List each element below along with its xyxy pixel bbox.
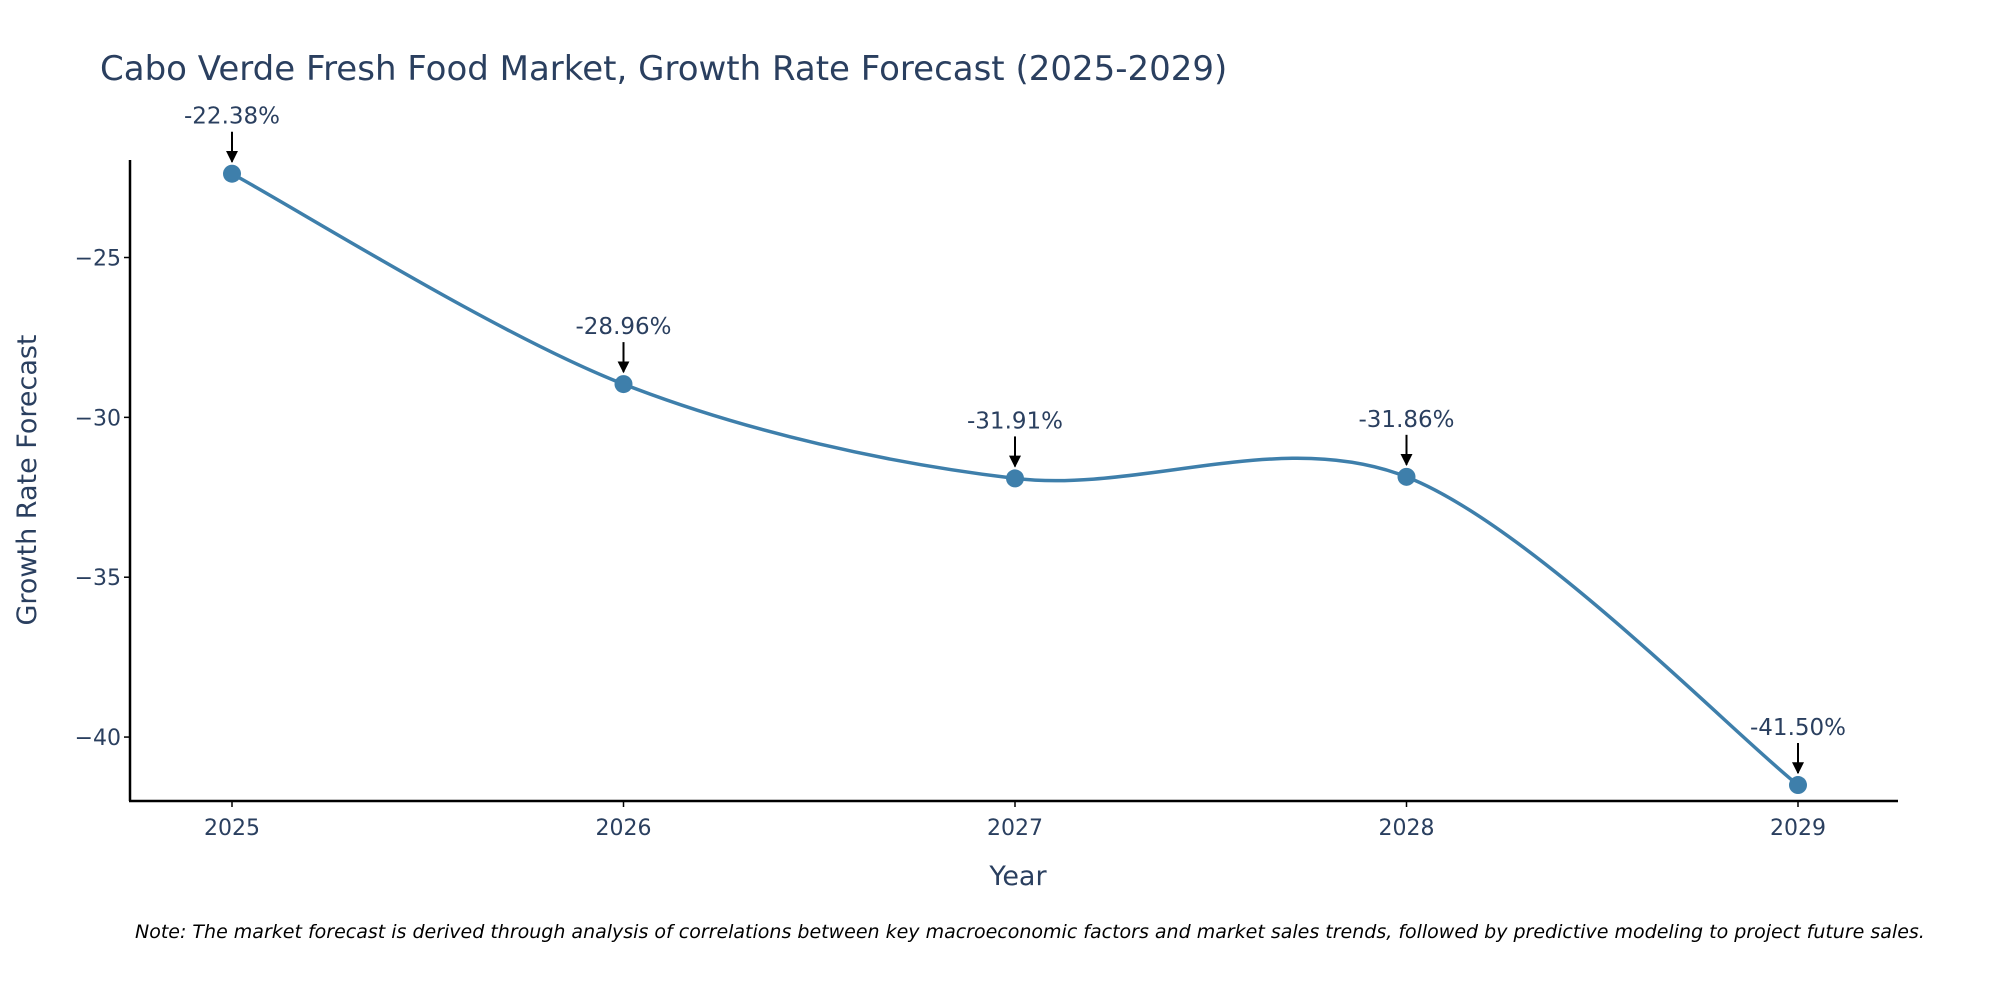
data-label: -31.86% bbox=[1359, 407, 1455, 433]
x-axis-title: Year bbox=[988, 861, 1047, 892]
y-tick-label: −35 bbox=[75, 566, 121, 591]
y-tick-label: −40 bbox=[75, 726, 121, 751]
chart-title: Cabo Verde Fresh Food Market, Growth Rat… bbox=[100, 49, 1227, 89]
data-label: -28.96% bbox=[576, 314, 672, 340]
data-label: -31.91% bbox=[967, 408, 1063, 434]
data-label: -22.38% bbox=[184, 104, 280, 130]
x-tick-label: 2028 bbox=[1379, 816, 1435, 841]
y-tick-label: −25 bbox=[75, 247, 121, 272]
data-point bbox=[223, 164, 241, 183]
y-tick-label: −30 bbox=[75, 406, 121, 431]
x-tick-label: 2029 bbox=[1770, 816, 1826, 841]
x-tick-label: 2026 bbox=[596, 816, 652, 841]
x-tick-label: 2027 bbox=[987, 816, 1043, 841]
data-label: -41.50% bbox=[1750, 715, 1846, 741]
data-point bbox=[1006, 469, 1024, 488]
data-point bbox=[1789, 776, 1807, 795]
footnote: Note: The market forecast is derived thr… bbox=[135, 921, 1925, 943]
y-axis-title: Growth Rate Forecast bbox=[12, 334, 43, 625]
data-point bbox=[614, 375, 633, 394]
x-tick-label: 2025 bbox=[204, 816, 260, 841]
plot-area: −25 −30 −35 −40 2025 2026 2027 2028 2029 -22.38% -… bbox=[75, 104, 1898, 841]
data-point bbox=[1397, 467, 1416, 486]
